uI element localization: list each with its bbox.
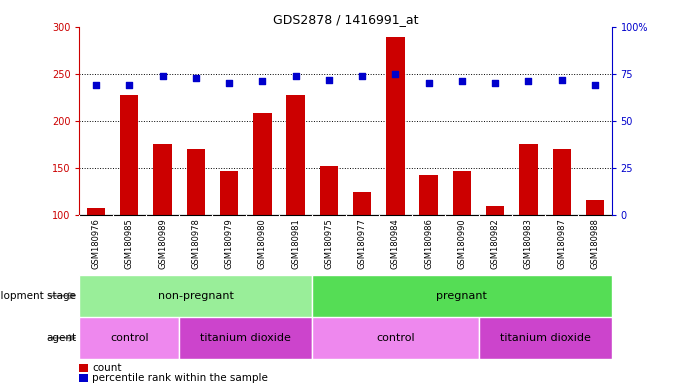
Bar <box>453 171 471 215</box>
Text: GSM180987: GSM180987 <box>557 218 566 269</box>
Point <box>323 76 334 83</box>
Point <box>490 80 501 86</box>
Text: non-pregnant: non-pregnant <box>158 291 234 301</box>
Text: GSM180989: GSM180989 <box>158 218 167 269</box>
Text: development stage: development stage <box>0 291 76 301</box>
Text: GSM180983: GSM180983 <box>524 218 533 269</box>
Point <box>157 73 168 79</box>
Text: GSM180990: GSM180990 <box>457 218 466 269</box>
Bar <box>79 317 179 359</box>
Bar <box>353 192 371 215</box>
Text: GSM180977: GSM180977 <box>358 218 367 269</box>
Text: agent: agent <box>46 333 76 343</box>
Bar <box>312 317 478 359</box>
Point <box>556 76 567 83</box>
Point <box>124 82 135 88</box>
Bar <box>287 94 305 215</box>
Point <box>91 82 102 88</box>
Point <box>423 80 434 86</box>
Bar <box>153 144 172 215</box>
Point <box>523 78 534 84</box>
Point <box>589 82 600 88</box>
Text: GSM180980: GSM180980 <box>258 218 267 269</box>
Bar <box>553 149 571 215</box>
Point <box>257 78 268 84</box>
Text: count: count <box>92 363 122 373</box>
Text: titanium dioxide: titanium dioxide <box>500 333 591 343</box>
Bar <box>87 207 105 215</box>
Text: GSM180988: GSM180988 <box>590 218 599 269</box>
Text: GSM180975: GSM180975 <box>324 218 333 269</box>
Text: control: control <box>376 333 415 343</box>
Text: control: control <box>110 333 149 343</box>
Bar <box>486 206 504 215</box>
Point <box>290 73 301 79</box>
Bar <box>519 144 538 215</box>
Text: GSM180985: GSM180985 <box>125 218 134 269</box>
Bar <box>320 166 338 215</box>
Point <box>390 71 401 77</box>
Bar <box>586 200 604 215</box>
Point <box>456 78 467 84</box>
Point <box>190 74 201 81</box>
Text: GSM180981: GSM180981 <box>291 218 300 269</box>
Text: pregnant: pregnant <box>437 291 487 301</box>
Text: GSM180982: GSM180982 <box>491 218 500 269</box>
Text: GSM180978: GSM180978 <box>191 218 200 269</box>
Point <box>357 73 368 79</box>
Bar <box>79 275 312 317</box>
Bar <box>386 37 404 215</box>
Bar <box>120 94 138 215</box>
Point <box>224 80 235 86</box>
Bar <box>419 175 438 215</box>
Text: titanium dioxide: titanium dioxide <box>200 333 291 343</box>
Title: GDS2878 / 1416991_at: GDS2878 / 1416991_at <box>273 13 418 26</box>
Bar <box>220 171 238 215</box>
Bar <box>253 113 272 215</box>
Text: GSM180976: GSM180976 <box>92 218 101 269</box>
Text: GSM180986: GSM180986 <box>424 218 433 269</box>
Bar <box>478 317 612 359</box>
Bar <box>179 317 312 359</box>
Bar <box>187 149 205 215</box>
Text: GSM180979: GSM180979 <box>225 218 234 269</box>
Bar <box>312 275 612 317</box>
Text: percentile rank within the sample: percentile rank within the sample <box>92 373 268 383</box>
Text: GSM180984: GSM180984 <box>391 218 400 269</box>
